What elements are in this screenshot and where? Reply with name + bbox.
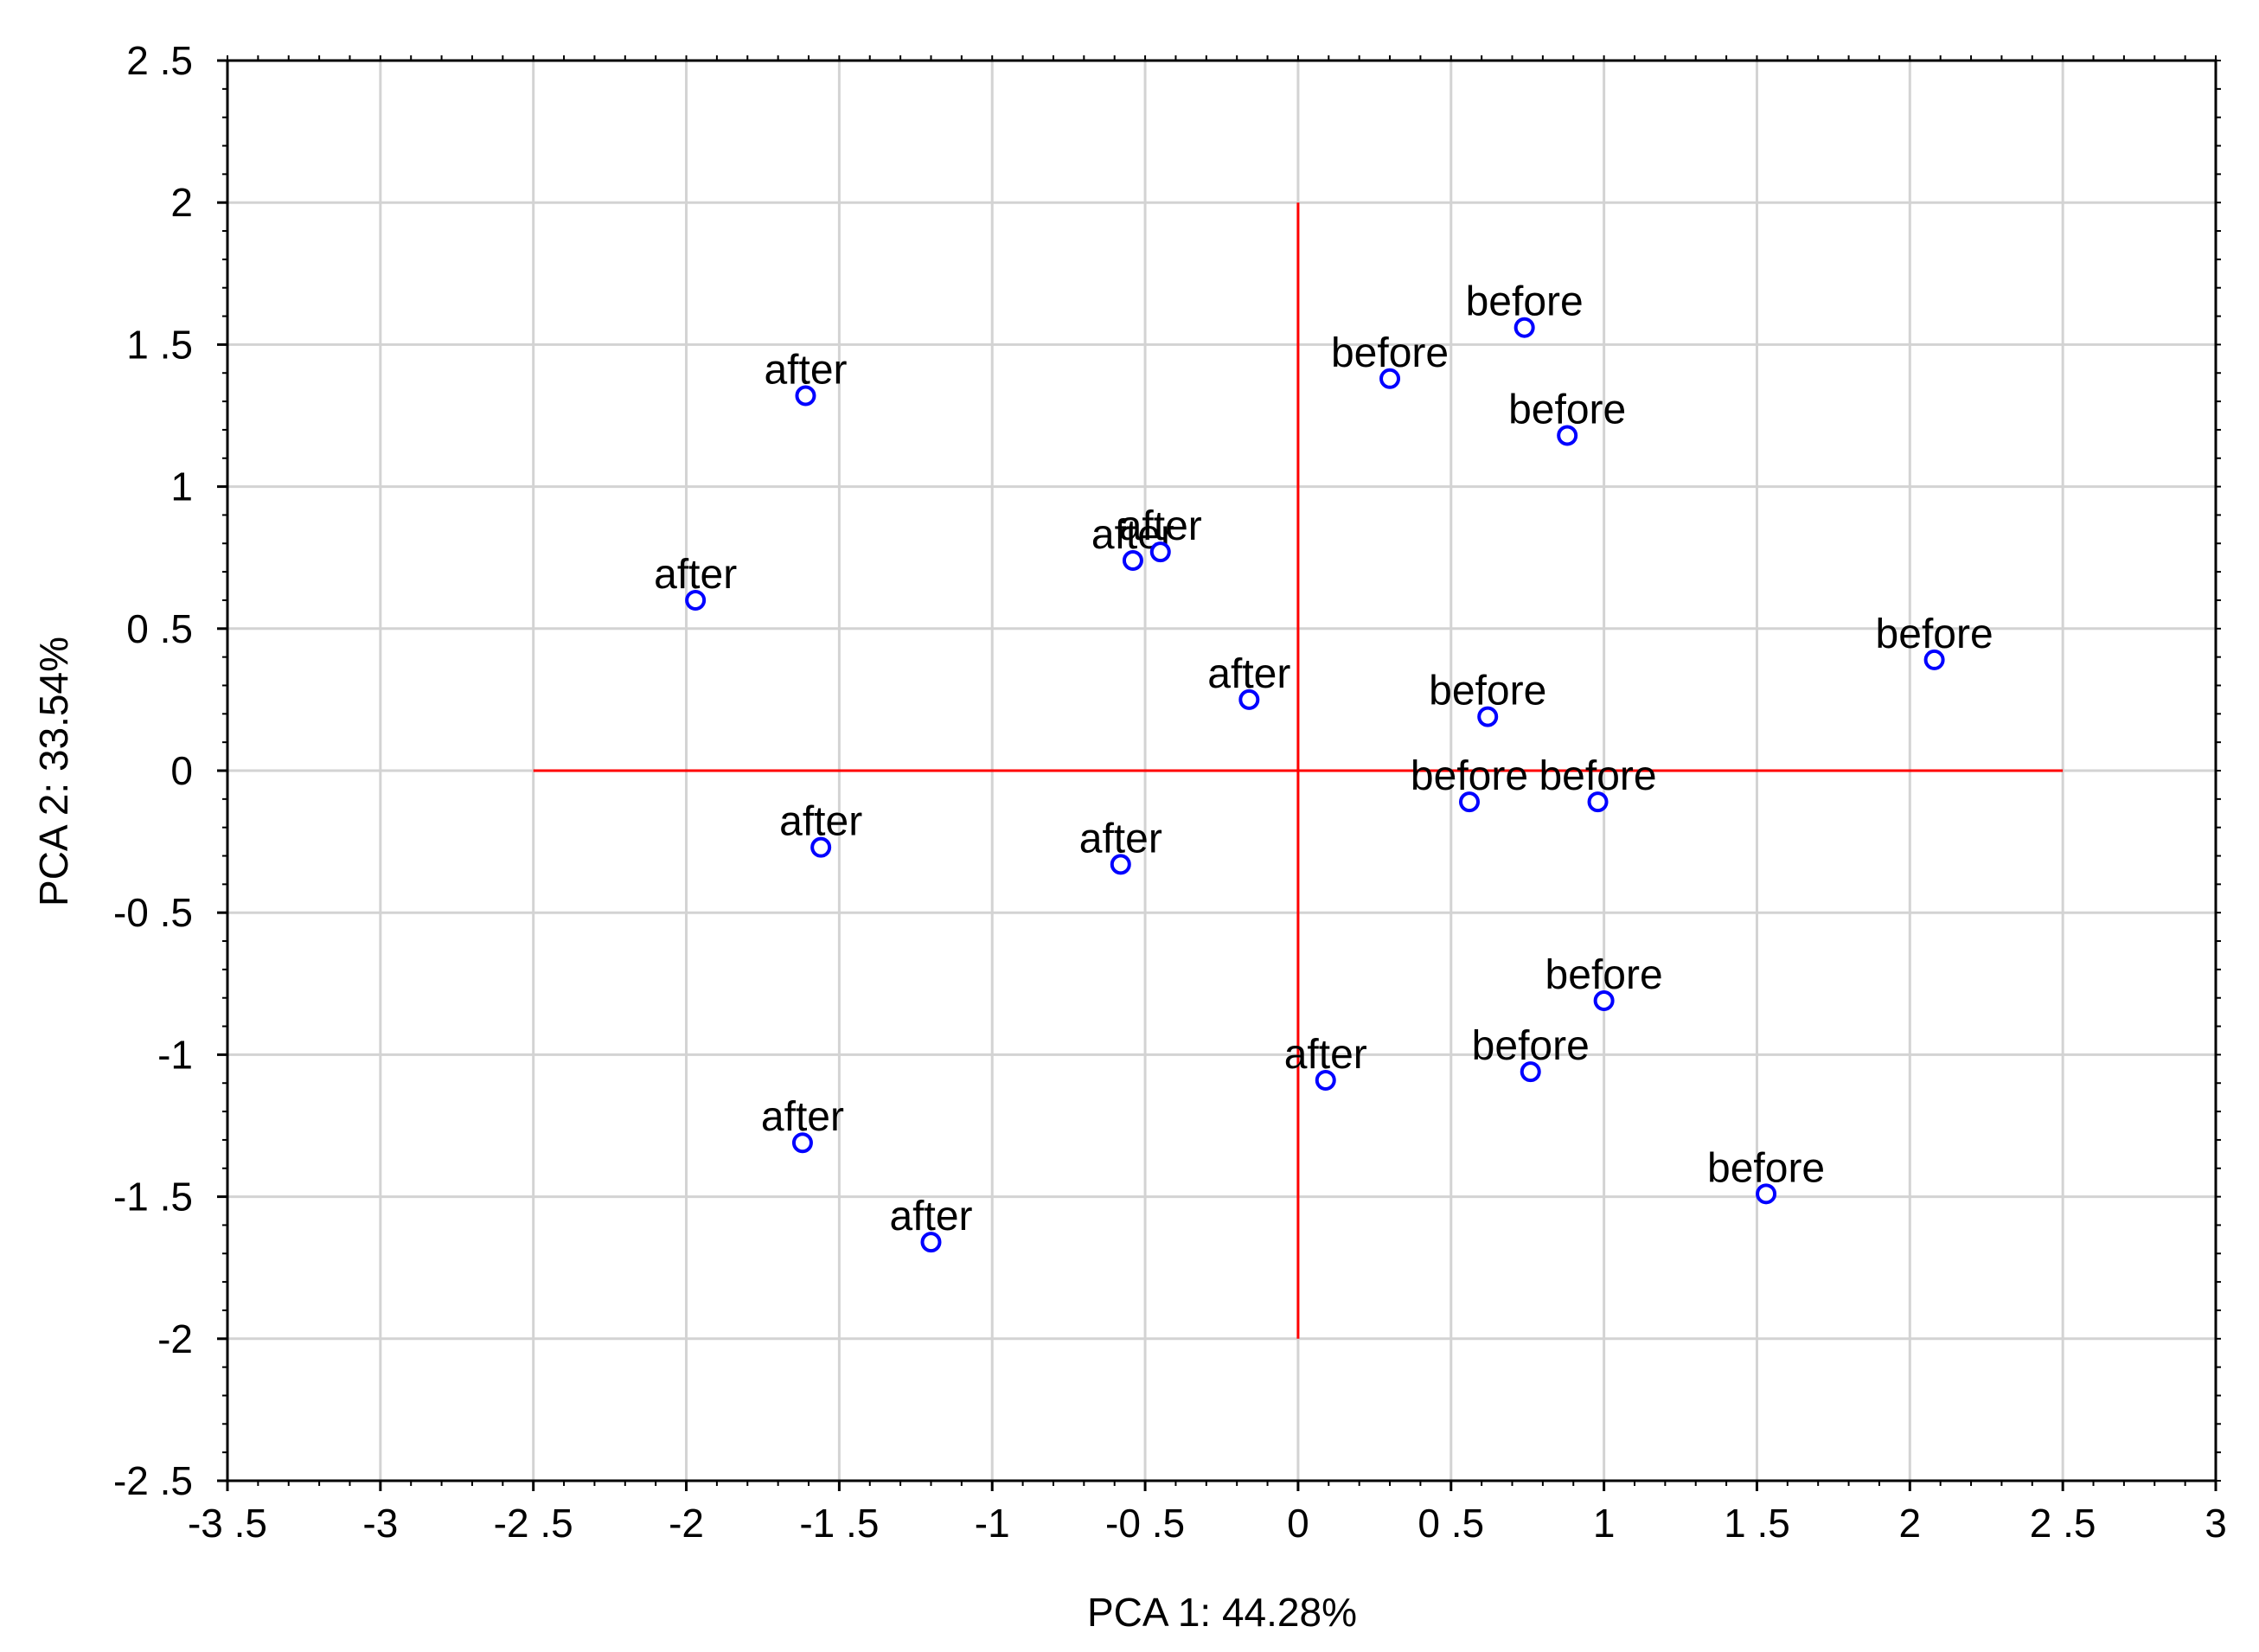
- point-label: before: [1539, 753, 1656, 799]
- y-tick-label: -2: [157, 1316, 193, 1361]
- y-tick-label: -1 .5: [113, 1175, 193, 1220]
- data-point: [1593, 990, 1615, 1012]
- y-tick-label: 1 .5: [126, 322, 193, 367]
- point-label: before: [1331, 330, 1449, 376]
- y-tick-label: -2 .5: [113, 1458, 193, 1503]
- point-label: after: [1207, 651, 1290, 697]
- data-point: [1110, 854, 1131, 875]
- data-points: after after after after after after after after…: [654, 279, 1993, 1253]
- x-tick-label: -3: [362, 1501, 398, 1546]
- point-label: before: [1429, 669, 1546, 714]
- point-label: before: [1411, 753, 1528, 799]
- point-label: after: [1284, 1032, 1367, 1078]
- y-tick-label: 0: [170, 748, 193, 793]
- data-point: [1315, 1069, 1336, 1091]
- x-tick-label: -2 .5: [494, 1501, 573, 1546]
- x-tick-label: -2: [669, 1501, 704, 1546]
- y-tick-label: -1: [157, 1032, 193, 1077]
- y-tick-label: 0 .5: [126, 606, 193, 651]
- data-point: [1477, 706, 1499, 727]
- data-point: [1458, 791, 1480, 813]
- point-label: after: [761, 1094, 844, 1140]
- x-tick-label: 0 .5: [1417, 1501, 1484, 1546]
- x-tick-label: 1 .5: [1724, 1501, 1790, 1546]
- y-tick-label: 1: [170, 464, 193, 509]
- reference-lines: [533, 202, 2064, 1339]
- data-point: [1587, 791, 1609, 813]
- point-label: after: [1119, 503, 1202, 549]
- data-point: [1557, 425, 1578, 446]
- data-point: [810, 836, 832, 858]
- x-tick-label: -1 .5: [799, 1501, 879, 1546]
- point-label: after: [764, 348, 847, 394]
- y-tick-label: -0 .5: [113, 890, 193, 935]
- point-label: before: [1707, 1145, 1825, 1191]
- data-point: [1520, 1061, 1541, 1083]
- data-point: [1513, 317, 1535, 338]
- point-label: after: [654, 552, 737, 598]
- data-point: [685, 589, 707, 611]
- x-tick-label: -0 .5: [1105, 1501, 1185, 1546]
- x-tick-label: -3 .5: [188, 1501, 267, 1546]
- x-tick-label: 1: [1593, 1501, 1616, 1546]
- data-point: [795, 385, 816, 407]
- data-point: [1379, 368, 1401, 389]
- data-point: [1149, 541, 1171, 563]
- data-point: [1756, 1183, 1777, 1205]
- data-point: [791, 1132, 813, 1154]
- data-point: [1122, 549, 1143, 571]
- point-label: before: [1876, 611, 1993, 657]
- point-label: after: [1079, 816, 1162, 861]
- x-tick-label: 2 .5: [2030, 1501, 2096, 1546]
- x-tick-label: -1: [975, 1501, 1010, 1546]
- data-point: [920, 1232, 942, 1253]
- y-axis-label: PCA 2: 33.54%: [31, 637, 76, 906]
- x-axis-label: PCA 1: 44.28%: [1087, 1590, 1357, 1635]
- point-label: after: [889, 1194, 972, 1239]
- y-tick-label: 2 .5: [126, 38, 193, 83]
- data-point: [1923, 649, 1945, 670]
- y-tick-label: 2: [170, 180, 193, 225]
- point-label: after: [779, 799, 862, 845]
- axis-ticks: -3 .5 -3 -2 .5 -2 -1 .5 -1 -0 .5 0 0 .5 1 1 .5 2 2 .…: [113, 38, 2227, 1546]
- x-tick-label: 3: [2205, 1501, 2227, 1546]
- point-label: before: [1466, 279, 1584, 325]
- point-label: before: [1508, 387, 1626, 432]
- x-tick-label: 2: [1899, 1501, 1922, 1546]
- point-label: before: [1545, 952, 1663, 998]
- point-label: before: [1472, 1023, 1590, 1069]
- data-point: [1238, 688, 1260, 710]
- x-tick-label: 0: [1287, 1501, 1309, 1546]
